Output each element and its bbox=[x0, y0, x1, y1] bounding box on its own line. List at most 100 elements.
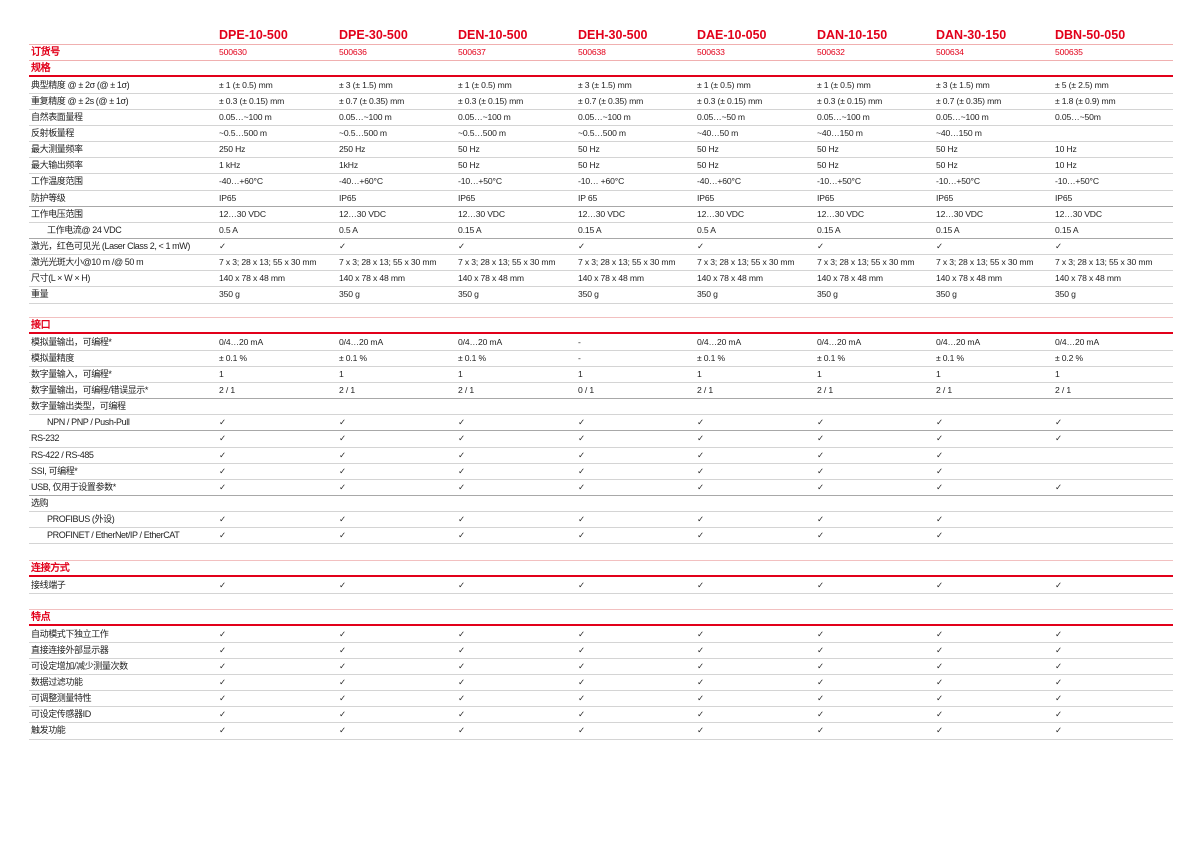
row-label: 选购 bbox=[31, 498, 49, 508]
cell-value: 0.15 A bbox=[936, 224, 960, 235]
table-row: 选购 bbox=[29, 496, 1173, 513]
cell-value: 12…30 VDC bbox=[219, 208, 266, 219]
row-label: 数字量输入，可编程* bbox=[31, 368, 112, 379]
check-icon: ✓ bbox=[339, 644, 347, 655]
cell-value: IP65 bbox=[339, 192, 357, 203]
cell-value: 50 Hz bbox=[578, 144, 600, 155]
cell-value: ± 0.7 (± 0.35) mm bbox=[936, 95, 1002, 106]
cell-value: 7 x 3; 28 x 13; 55 x 30 mm bbox=[817, 257, 915, 268]
row-label: PROFIBUS (外设) bbox=[47, 514, 115, 525]
model-name: DPE-10-500 bbox=[219, 28, 288, 42]
cell-value: 140 x 78 x 48 mm bbox=[817, 273, 883, 284]
cell-value: 0.15 A bbox=[578, 224, 602, 235]
cell-value: 7 x 3; 28 x 13; 55 x 30 mm bbox=[219, 257, 317, 268]
cell-value: 12…30 VDC bbox=[817, 208, 864, 219]
cell-value: 2 / 1 bbox=[339, 384, 355, 395]
section-title: 连接方式 bbox=[31, 563, 70, 574]
table-row: 数字量输出类型，可编程 bbox=[29, 399, 1173, 416]
cell-value: IP 65 bbox=[578, 192, 598, 203]
cell-value: 0.5 A bbox=[219, 224, 238, 235]
cell-value: 0.05…~50 m bbox=[697, 111, 745, 122]
cell-value: 10 Hz bbox=[1055, 160, 1077, 171]
cell-value: ± 1 (± 0.5) mm bbox=[697, 79, 751, 90]
cell-value: ± 0.3 (± 0.15) mm bbox=[817, 95, 883, 106]
table-row: 工作电压范围 12…30 VDC 12…30 VDC 12…30 VDC 12…30 V… bbox=[29, 207, 1173, 223]
cell-value: 140 x 78 x 48 mm bbox=[458, 273, 524, 284]
check-icon: ✓ bbox=[697, 676, 705, 687]
cell-value: 2 / 1 bbox=[936, 384, 952, 395]
table-row: 工作电流@ 24 VDC 0.5 A 0.5 A 0.15 A 0.15 A 0.5 A 0… bbox=[29, 223, 1173, 239]
cell-value: -10…+50°C bbox=[936, 176, 980, 187]
check-icon: ✓ bbox=[339, 660, 347, 671]
check-icon: ✓ bbox=[936, 709, 944, 720]
row-label: 模拟量输出，可编程* bbox=[31, 336, 112, 347]
check-icon: ✓ bbox=[458, 628, 466, 639]
cell-value: 12…30 VDC bbox=[578, 208, 625, 219]
cell-value: ± 0.1 % bbox=[339, 352, 368, 363]
check-icon: ✓ bbox=[219, 465, 227, 476]
check-icon: ✓ bbox=[339, 693, 347, 704]
table-row: 自然表面量程 0.05…~100 m 0.05…~100 m 0.05…~100 m 0… bbox=[29, 110, 1173, 126]
check-icon: ✓ bbox=[817, 241, 825, 251]
row-label: 可设定传感器ID bbox=[31, 709, 91, 720]
check-icon: ✓ bbox=[578, 676, 586, 687]
cell-value: 140 x 78 x 48 mm bbox=[936, 273, 1002, 284]
check-icon: ✓ bbox=[458, 449, 466, 460]
check-icon: ✓ bbox=[817, 628, 825, 639]
model-header-row: DPE-10-500 DPE-30-500 DEN-10-500 DEH-30-500… bbox=[29, 27, 1173, 45]
cell-value: ± 3 (± 1.5) mm bbox=[339, 79, 393, 90]
row-label: 典型精度 @ ± 2σ (@ ± 1σ) bbox=[31, 79, 130, 90]
row-label: 重量 bbox=[31, 289, 49, 300]
table-row: USB, 仅用于设置参数* ✓ ✓ ✓ ✓ ✓ ✓ ✓ ✓ bbox=[29, 480, 1173, 496]
model-name: DPE-30-500 bbox=[339, 28, 408, 42]
check-icon: ✓ bbox=[339, 530, 347, 541]
cell-value: ± 0.1 % bbox=[458, 352, 487, 363]
check-icon: ✓ bbox=[1055, 644, 1063, 655]
order-number: 500630 bbox=[219, 47, 247, 57]
cell-value: ± 1.8 (± 0.9) mm bbox=[1055, 95, 1116, 106]
table-row: 反射板量程 ~0.5…500 m ~0.5…500 m ~0.5…500 m ~… bbox=[29, 126, 1173, 143]
cell-value: -10…+50°C bbox=[458, 176, 502, 187]
table-row: 防护等级 IP65 IP65 IP65 IP 65 IP65 IP65 IP65 IP65 bbox=[29, 191, 1173, 207]
check-icon: ✓ bbox=[1055, 725, 1063, 736]
check-icon: ✓ bbox=[936, 465, 944, 476]
model-name: DAN-10-150 bbox=[817, 28, 888, 42]
cell-value: ± 3 (± 1.5) mm bbox=[578, 79, 632, 90]
cell-value: 1 bbox=[578, 368, 583, 379]
cell-value: 0/4…20 mA bbox=[339, 336, 384, 347]
row-label: 重复精度 @ ± 2s (@ ± 1σ) bbox=[31, 95, 129, 106]
check-icon: ✓ bbox=[458, 417, 466, 428]
table-row: RS-422 / RS-485 ✓ ✓ ✓ ✓ ✓ ✓ ✓ bbox=[29, 448, 1173, 464]
check-icon: ✓ bbox=[817, 644, 825, 655]
check-icon: ✓ bbox=[339, 465, 347, 476]
check-icon: ✓ bbox=[697, 481, 705, 492]
row-label: RS-232 bbox=[31, 433, 60, 444]
check-icon: ✓ bbox=[697, 449, 705, 460]
cell-value: 2 / 1 bbox=[1055, 384, 1071, 395]
section-divider bbox=[29, 560, 1173, 561]
check-icon: ✓ bbox=[817, 530, 825, 541]
cell-value: 50 Hz bbox=[817, 160, 839, 171]
check-icon: ✓ bbox=[817, 433, 825, 444]
cell-value: 0/4…20 mA bbox=[1055, 336, 1100, 347]
row-label: 可设定增加/减少测量次数 bbox=[31, 660, 128, 671]
check-icon: ✓ bbox=[817, 514, 825, 525]
row-label: 工作电压范围 bbox=[31, 208, 83, 219]
section-divider bbox=[29, 317, 1173, 318]
check-icon: ✓ bbox=[339, 709, 347, 720]
cell-value: 12…30 VDC bbox=[936, 208, 983, 219]
table-row: 模拟量输出，可编程* 0/4…20 mA 0/4…20 mA 0/4…20 mA - 0/… bbox=[29, 335, 1173, 351]
table-row: 模拟量精度 ± 0.1 % ± 0.1 % ± 0.1 % - ± 0.1 % ± 0.1 … bbox=[29, 351, 1173, 367]
check-icon: ✓ bbox=[936, 676, 944, 687]
check-icon: ✓ bbox=[697, 514, 705, 525]
cell-value: ~0.5…500 m bbox=[339, 127, 387, 138]
row-label: 数字量输出类型，可编程 bbox=[31, 401, 126, 412]
cell-value: 350 g bbox=[578, 289, 599, 300]
cell-value: 350 g bbox=[936, 289, 957, 300]
check-icon: ✓ bbox=[936, 579, 944, 590]
check-icon: ✓ bbox=[936, 241, 944, 251]
section-title: 规格 bbox=[31, 63, 51, 74]
cell-value: 350 g bbox=[817, 289, 838, 300]
check-icon: ✓ bbox=[936, 725, 944, 736]
cell-value: 0.05…~100 m bbox=[817, 111, 870, 122]
